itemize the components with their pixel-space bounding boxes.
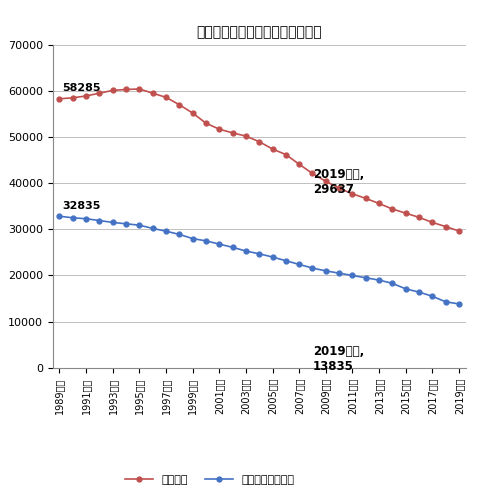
Text: 2019年度,
13835: 2019年度, 13835 [313,345,364,373]
Text: 32835: 32835 [62,201,101,211]
給油所数 [57,96,62,102]
揮発油販売業者数 [403,286,408,292]
揮発油販売業者数 [163,228,169,234]
給油所数 [136,86,142,92]
揮発油販売業者数 [230,245,236,250]
揮発油販売業者数 [376,277,382,283]
揮発油販売業者数 [363,275,369,281]
給油所数 [270,146,276,152]
給油所数 [256,139,262,145]
揮発油販売業者数 [349,272,355,278]
給油所数 [230,130,236,136]
給油所数 [283,152,288,158]
揮発油販売業者数 [110,219,116,225]
給油所数 [163,94,169,100]
揮発油販売業者数 [310,265,315,271]
Line: 揮発油販売業者数: 揮発油販売業者数 [57,214,461,306]
給油所数 [83,93,89,99]
給油所数 [456,228,462,234]
給油所数 [177,102,182,108]
給油所数 [96,90,102,96]
揮発油販売業者数 [150,226,156,232]
給油所数 [243,133,249,139]
給油所数 [376,200,382,206]
揮発油販売業者数 [190,236,195,242]
Title: 揮発油販売業者数および給油所数: 揮発油販売業者数および給油所数 [196,25,322,39]
揮発油販売業者数 [443,299,448,305]
給油所数 [150,90,156,96]
給油所数 [349,191,355,197]
揮発油販売業者数 [70,215,76,221]
揮発油販売業者数 [203,238,209,244]
給油所数 [336,185,342,191]
給油所数 [310,170,315,176]
揮発油販売業者数 [323,268,329,274]
揮発油販売業者数 [243,248,249,254]
給油所数 [296,161,302,167]
揮発油販売業者数 [296,261,302,267]
Text: 58285: 58285 [62,83,101,93]
給油所数 [403,210,408,216]
揮発油販売業者数 [83,216,89,222]
給油所数 [110,87,116,93]
揮発油販売業者数 [416,289,422,295]
給油所数 [123,86,129,92]
給油所数 [323,178,329,184]
給油所数 [363,195,369,201]
給油所数 [389,206,395,212]
揮発油販売業者数 [456,301,462,307]
給油所数 [443,224,448,230]
給油所数 [216,126,222,132]
揮発油販売業者数 [177,232,182,238]
揮発油販売業者数 [256,251,262,257]
給油所数 [70,95,76,101]
揮発油販売業者数 [283,258,288,264]
揮発油販売業者数 [336,270,342,276]
揮発油販売業者数 [136,222,142,228]
揮発油販売業者数 [270,254,276,260]
Legend: 給油所数, 揮発油販売業者数: 給油所数, 揮発油販売業者数 [120,470,299,490]
Text: 2019年度,
29637: 2019年度, 29637 [313,168,364,196]
給油所数 [430,219,435,225]
Line: 給油所数: 給油所数 [57,86,461,234]
給油所数 [190,110,195,116]
揮発油販売業者数 [123,221,129,227]
給油所数 [416,214,422,220]
揮発油販売業者数 [389,280,395,286]
揮発油販売業者数 [96,218,102,224]
揮発油販売業者数 [57,213,62,219]
給油所数 [203,120,209,126]
揮発油販売業者数 [216,241,222,247]
揮発油販売業者数 [430,293,435,299]
